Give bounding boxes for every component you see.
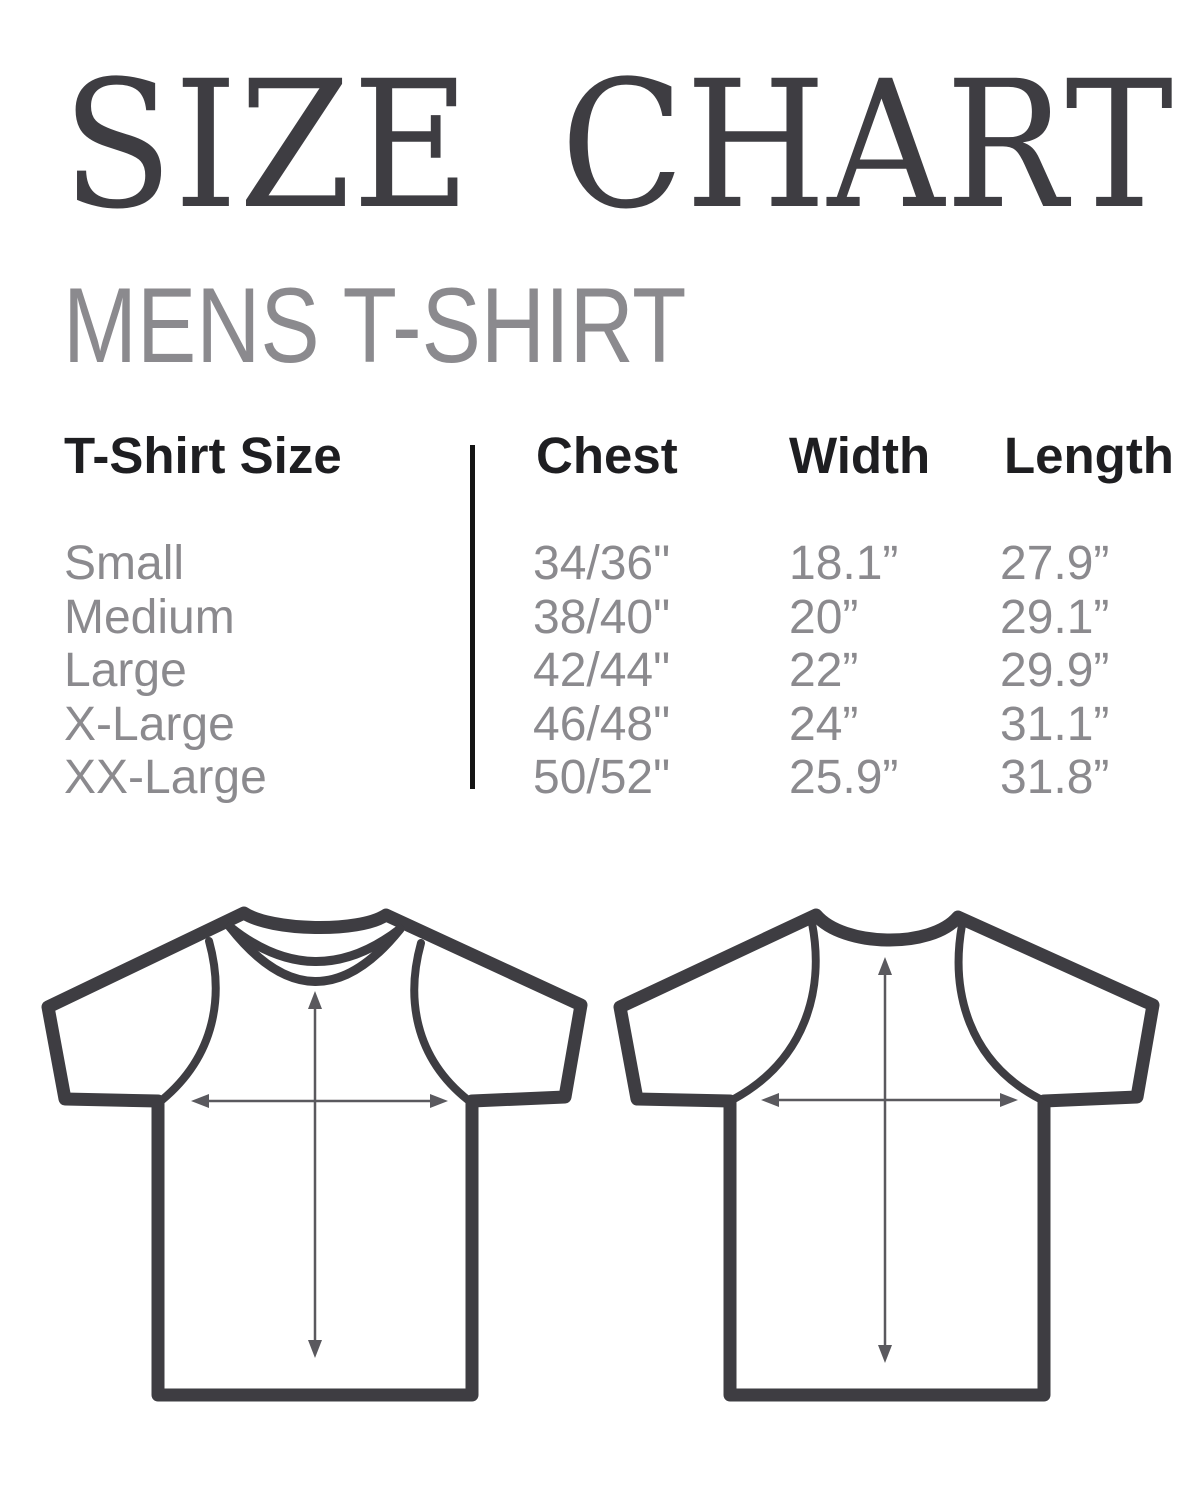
width-value: 20” [789, 590, 859, 644]
length-value: 27.9” [1000, 537, 1110, 590]
width-value: 25.9” [789, 751, 899, 804]
chest-value: 46/48" [533, 697, 671, 751]
chest-value: 42/44" [533, 644, 671, 697]
length-arrow-bottom-head [308, 1340, 322, 1358]
length-column: 27.9” 29.1” 29.9” 31.1” 31.8” [1000, 537, 1109, 805]
page-title: SIZE CHART [62, 43, 1175, 248]
chest-width-arrow-right-head [430, 1094, 448, 1108]
length-value: 31.8” [1000, 751, 1110, 804]
length-value: 29.9” [1000, 644, 1110, 697]
length-arrow-bottom-head [878, 1345, 892, 1363]
front-collar-inner-arc [225, 922, 405, 966]
column-header-width: Width [789, 427, 931, 484]
back-left-armhole-seam [730, 919, 820, 1103]
length-value: 29.1” [1000, 590, 1110, 644]
front-right-armhole-seam [410, 939, 472, 1104]
tshirt-back-outline-icon [613, 908, 1160, 1402]
size-label: XX-Large [64, 751, 267, 804]
length-arrow-top-head [308, 991, 322, 1009]
chest-value: 50/52" [533, 751, 671, 804]
chest-value: 34/36" [533, 537, 671, 590]
front-left-armhole-seam [158, 937, 220, 1104]
length-arrow-top-head [878, 957, 892, 975]
page-subtitle: MENS T-SHIRT [63, 265, 687, 385]
table-divider-line [470, 445, 475, 789]
column-header-size: T-Shirt Size [64, 427, 342, 484]
chest-width-arrow-left-head [761, 1093, 779, 1107]
tshirt-front-diagram [41, 906, 588, 1402]
tshirt-back-diagram [613, 908, 1160, 1402]
width-value: 18.1” [789, 537, 899, 590]
length-value: 31.1” [1000, 697, 1110, 751]
chest-width-arrow-right-head [1000, 1093, 1018, 1107]
chest-width-arrow-left-head [191, 1094, 209, 1108]
size-label: Medium [64, 590, 235, 644]
chest-value: 38/40" [533, 590, 671, 644]
size-label: Small [64, 537, 185, 590]
width-value: 22” [789, 644, 859, 697]
column-header-chest: Chest [536, 427, 678, 484]
size-label: Large [64, 644, 187, 697]
chest-column: 34/36" 38/40" 42/44" 46/48" 50/52" [533, 537, 670, 805]
size-label: X-Large [64, 697, 235, 751]
column-header-length: Length [1004, 427, 1174, 484]
width-column: 18.1” 20” 22” 24” 25.9” [789, 537, 898, 805]
size-column: Small Medium Large X-Large XX-Large [64, 537, 267, 805]
width-value: 24” [789, 697, 859, 751]
back-right-armhole-seam [954, 921, 1044, 1103]
front-collar-outer-arc [225, 922, 405, 986]
